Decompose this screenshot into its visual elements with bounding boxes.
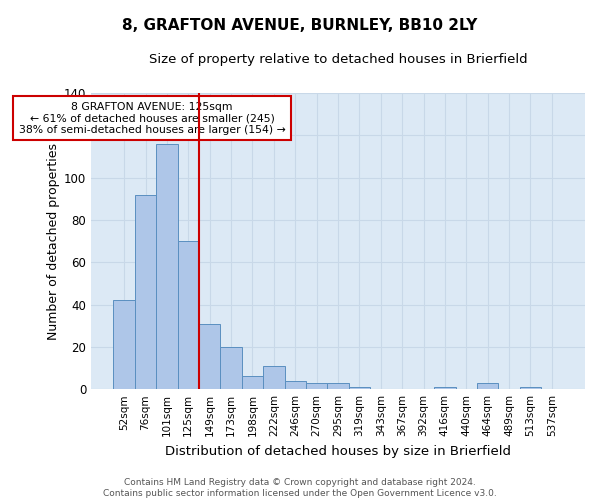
Bar xyxy=(178,241,199,389)
Bar xyxy=(156,144,178,389)
Bar xyxy=(199,324,220,389)
Bar xyxy=(349,387,370,389)
Bar xyxy=(306,383,328,389)
Text: 8 GRAFTON AVENUE: 125sqm
← 61% of detached houses are smaller (245)
38% of semi-: 8 GRAFTON AVENUE: 125sqm ← 61% of detach… xyxy=(19,102,286,134)
Bar xyxy=(220,347,242,389)
Bar xyxy=(113,300,135,389)
Bar xyxy=(135,194,156,389)
Bar xyxy=(284,380,306,389)
Bar xyxy=(242,376,263,389)
Bar xyxy=(477,383,499,389)
Bar xyxy=(520,387,541,389)
Title: Size of property relative to detached houses in Brierfield: Size of property relative to detached ho… xyxy=(149,52,527,66)
Bar xyxy=(263,366,284,389)
X-axis label: Distribution of detached houses by size in Brierfield: Distribution of detached houses by size … xyxy=(165,444,511,458)
Bar xyxy=(434,387,455,389)
Text: 8, GRAFTON AVENUE, BURNLEY, BB10 2LY: 8, GRAFTON AVENUE, BURNLEY, BB10 2LY xyxy=(122,18,478,32)
Bar xyxy=(328,383,349,389)
Y-axis label: Number of detached properties: Number of detached properties xyxy=(47,142,59,340)
Text: Contains HM Land Registry data © Crown copyright and database right 2024.
Contai: Contains HM Land Registry data © Crown c… xyxy=(103,478,497,498)
